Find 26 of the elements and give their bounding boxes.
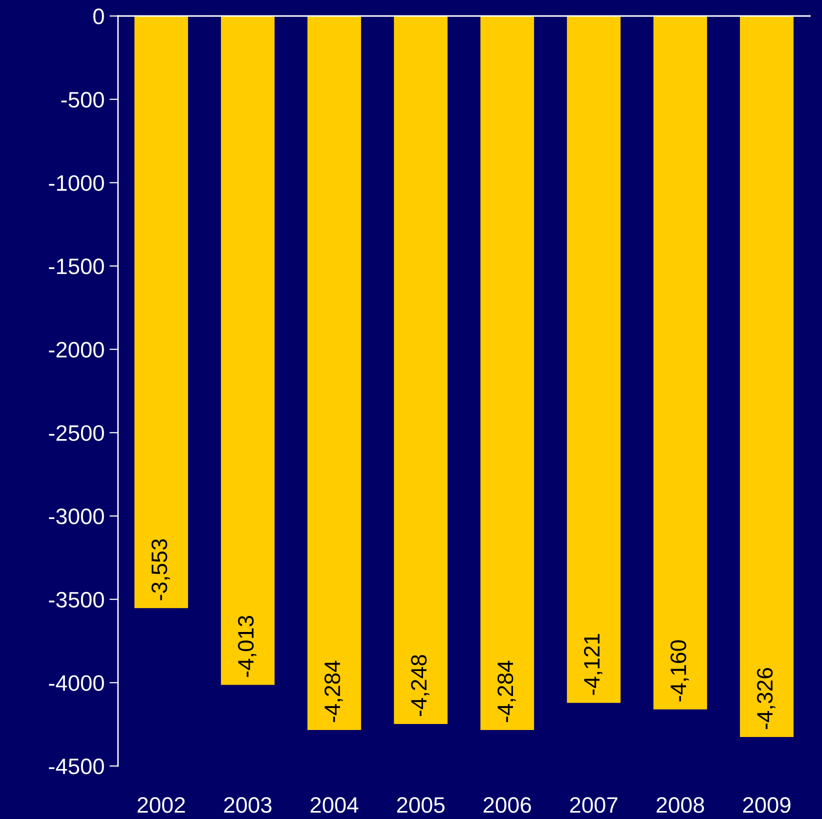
y-tick-label: -1000 [48, 175, 104, 191]
data-label: -4,326 [756, 668, 776, 730]
x-tick-label: 2007 [570, 797, 618, 813]
x-tick-label: 2009 [743, 797, 790, 813]
y-tick-label: -4000 [48, 675, 104, 691]
x-tick-label: 2002 [138, 797, 185, 813]
data-label: -4,121 [584, 634, 602, 695]
y-tick-label: 0 [93, 8, 104, 24]
y-tick-label: -3500 [48, 592, 104, 608]
y-tick-label: -2000 [48, 342, 104, 358]
x-tick-label: 2004 [310, 797, 358, 813]
data-label: -3,553 [151, 539, 170, 600]
x-tick-label: 2008 [656, 797, 704, 813]
data-label: -4,284 [497, 660, 516, 722]
y-tick-label: -1500 [48, 258, 104, 274]
y-tick-label: -4500 [48, 758, 104, 774]
data-label: -4,248 [410, 655, 430, 716]
y-tick-label: -2500 [48, 425, 104, 441]
data-label: -4,284 [324, 660, 343, 722]
y-tick-label: -3000 [48, 508, 104, 524]
y-tick-label: -500 [61, 92, 104, 108]
data-label: -4,013 [238, 616, 256, 677]
x-tick-label: 2006 [484, 797, 531, 813]
data-label: -4,160 [670, 640, 689, 702]
x-tick-label: 2005 [397, 797, 445, 813]
x-tick-label: 2003 [224, 797, 272, 813]
